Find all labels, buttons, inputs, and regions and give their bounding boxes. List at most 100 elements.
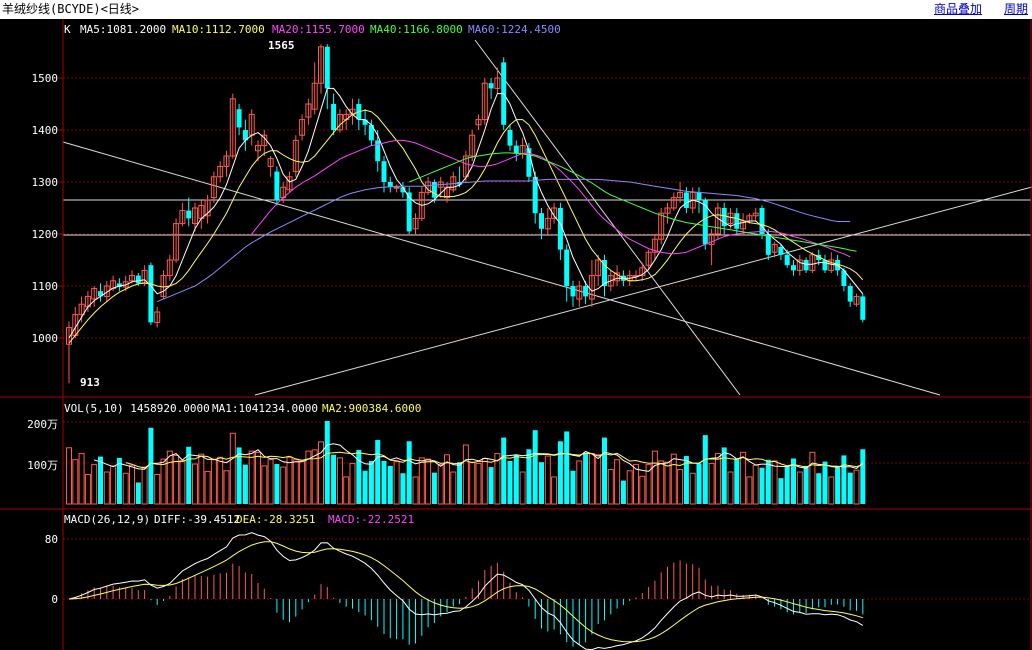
candle-body — [803, 260, 809, 271]
volume-bar — [210, 459, 217, 505]
candle-body — [400, 187, 406, 193]
diff-line — [68, 532, 864, 650]
volume-bar — [532, 430, 538, 504]
volume-bar — [242, 464, 248, 504]
volume-bar — [431, 472, 437, 504]
volume-bar — [450, 471, 457, 505]
volume-bar — [796, 471, 803, 505]
volume-bar — [192, 463, 198, 505]
volume-bar — [204, 470, 211, 505]
candle-body — [683, 192, 689, 208]
volume-bar — [261, 465, 268, 505]
low-annotation: 913 — [80, 376, 100, 389]
period-button[interactable]: 周期 — [1004, 2, 1029, 16]
volume-bar — [588, 453, 595, 505]
volume-bar — [229, 432, 236, 505]
volume-bar — [803, 465, 809, 504]
volume-bar — [570, 470, 576, 504]
candle-body — [759, 208, 765, 234]
volume-bar — [280, 466, 287, 505]
candle-body — [66, 327, 72, 345]
candle-body — [431, 182, 437, 198]
volume-bar — [437, 464, 444, 505]
candle-body — [570, 286, 576, 297]
candle-body — [274, 171, 280, 201]
volume-bar — [860, 449, 866, 504]
volume-bar — [714, 453, 721, 505]
volume-bar — [217, 456, 224, 505]
volume-bar — [664, 461, 671, 505]
candle-body — [154, 311, 161, 323]
volume-bar — [173, 454, 180, 505]
volume-bar — [626, 470, 633, 505]
volume-bar — [324, 420, 330, 504]
volume-bar — [469, 461, 476, 505]
volume-bar — [670, 453, 677, 505]
volume-bar — [223, 470, 230, 505]
k-ytick-label: 1500 — [32, 72, 59, 85]
vol-ytick-label: 200万 — [27, 418, 58, 431]
candle-body — [544, 217, 551, 230]
candle-body — [91, 288, 98, 300]
candle-body — [860, 296, 866, 320]
candle-body — [299, 119, 306, 136]
candle-body — [721, 208, 727, 227]
volume-bar — [544, 455, 551, 505]
candle-body — [406, 192, 412, 232]
title-bar: 羊绒纱线(BCYDE)<日线> 商品叠加 周期 — [0, 0, 1032, 19]
volume-bar — [822, 461, 828, 504]
candle-body — [588, 275, 595, 300]
candle-body — [828, 259, 835, 271]
ma40-line — [409, 152, 857, 252]
candle-body — [727, 212, 734, 225]
ma10-legend: MA10:1112.7000 — [172, 23, 265, 36]
candle-body — [714, 207, 721, 235]
volume-bar — [110, 465, 117, 505]
candle-body — [822, 260, 828, 271]
trend-line — [474, 39, 741, 396]
volume-bar — [444, 454, 450, 505]
dea-line — [68, 541, 863, 643]
volume-bar — [179, 459, 186, 505]
volume-bar — [828, 476, 835, 505]
candle-body — [98, 291, 103, 297]
volume-bar — [539, 462, 544, 504]
overlay-button[interactable]: 商品叠加 — [934, 2, 983, 16]
candle-body — [387, 182, 393, 188]
volume-bar — [526, 449, 532, 504]
volume-bar — [457, 462, 463, 504]
volume-bar — [519, 471, 526, 505]
volume-bar — [658, 460, 665, 505]
volume-bar — [696, 463, 702, 504]
candle-body — [702, 200, 708, 245]
volume-bar — [791, 458, 796, 504]
volume-bar — [236, 447, 242, 504]
volume-bar — [513, 454, 519, 504]
volume-bar — [721, 447, 727, 504]
volume-bar — [72, 459, 79, 505]
volume-bar — [84, 473, 91, 505]
volume-bar — [66, 447, 72, 505]
volume-bar — [141, 466, 148, 505]
candle-body — [103, 285, 110, 297]
volume-bar — [368, 460, 374, 504]
volume-bar — [507, 460, 513, 504]
volume-bar — [362, 470, 368, 504]
volume-bar — [853, 469, 860, 505]
volume-bar — [645, 464, 652, 505]
k-ytick-label: 1100 — [32, 280, 59, 293]
volume-bar — [683, 456, 689, 504]
candle-body — [160, 275, 167, 297]
candle-body — [368, 124, 374, 141]
volume-bar — [778, 478, 784, 504]
candle-body — [651, 238, 658, 253]
volume-bar — [633, 464, 639, 505]
volume-bar — [752, 464, 759, 505]
candle-body — [412, 217, 419, 230]
volume-bar — [267, 459, 274, 505]
vol-ytick-label: 100万 — [27, 459, 58, 472]
candle-body — [639, 267, 646, 277]
candle-body — [393, 186, 400, 189]
volume-bar — [620, 480, 626, 504]
volume-bar — [841, 455, 847, 504]
